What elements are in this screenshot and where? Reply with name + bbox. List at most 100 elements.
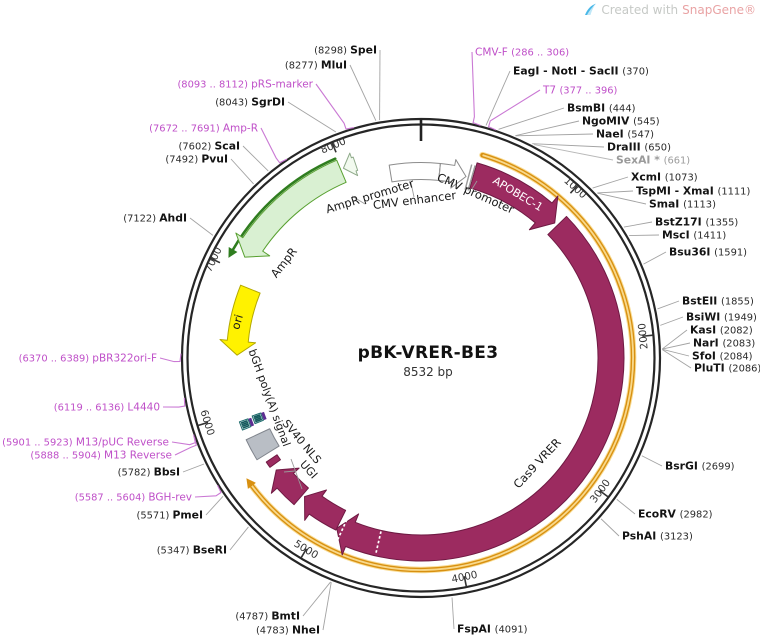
callout-line-tspmi-xmai <box>597 190 634 194</box>
feature-label-ori: ori <box>228 313 246 331</box>
feature-primer-bar-inner <box>261 411 267 421</box>
callout-line-bgh-rev <box>194 485 222 498</box>
tick-label: 4000 <box>450 569 478 586</box>
tick-mark <box>569 184 579 194</box>
site-label-kasi: KasI (2082) <box>690 324 753 337</box>
tick-mark <box>599 489 609 498</box>
feature-nls-box <box>265 454 281 468</box>
watermark-brand: SnapGene® <box>682 3 756 17</box>
promoter-end-slash <box>464 164 473 190</box>
tick-mark <box>642 334 653 338</box>
segment-separator <box>336 519 348 542</box>
callout-line-pshai <box>600 518 620 537</box>
site-label-bstz17i: BstZ17I (1355) <box>655 216 738 229</box>
site-label-spei: (8298) SpeI <box>314 44 377 57</box>
site-label-nari: NarI (2083) <box>693 337 755 350</box>
site-label-fspai: FspAI (4091) <box>457 623 528 636</box>
callout-line-pmei <box>205 495 224 516</box>
tick-label: 8000 <box>319 135 348 156</box>
snapgene-feather-icon <box>584 3 597 17</box>
feature-primer-site-outer-stripe <box>241 423 249 428</box>
feature-primer-site-outer-stripe <box>241 421 249 426</box>
feature-primer-site-outer-stripe <box>240 420 248 424</box>
feature-bgh-polya-signal <box>245 428 280 461</box>
feature-cas9-vrer <box>336 215 625 562</box>
feature-label-connector <box>410 182 415 198</box>
tick-label: 1000 <box>561 175 588 202</box>
tick-mark <box>300 548 308 559</box>
ampr-orf-arc-head <box>228 247 238 258</box>
site-label-draiii: DraIII (650) <box>607 141 671 154</box>
site-label-m13-reverse: (5888 .. 5904) M13 Reverse <box>30 450 172 462</box>
callout-line-t7 <box>487 89 541 131</box>
callout-line-pluti <box>662 349 692 369</box>
feature-apobec-1 <box>469 162 559 231</box>
site-label-eagi-noti-sacii: EagI - NotI - SacII (370) <box>513 65 649 78</box>
callout-line-prs-marker <box>315 83 354 130</box>
callout-line-sexai <box>533 144 614 161</box>
callout-line-fspai <box>451 597 455 630</box>
site-label-bsteii: BstEII (1855) <box>682 295 754 308</box>
site-label-smai: SmaI (1113) <box>649 198 716 211</box>
callout-line-smai <box>597 192 647 205</box>
site-label-bgh-rev: (5587 .. 5604) BGH-rev <box>75 492 192 504</box>
feature-label-ampr: AmpR <box>268 245 300 281</box>
callout-line-xcmi <box>592 176 629 189</box>
feature-cmv-enhancer <box>388 162 441 183</box>
feature-ori <box>219 284 261 356</box>
site-label-l4440: (6119 .. 6136) L4440 <box>54 402 160 414</box>
tick-mark <box>331 142 337 153</box>
callout-line-ahdi <box>189 217 214 236</box>
callout-line-l4440 <box>162 397 186 408</box>
callout-line-bbsi <box>182 463 205 473</box>
feature-ampr <box>235 159 347 258</box>
callout-line-pvui <box>230 158 254 185</box>
site-label-bsiwi: BsiWI (1949) <box>686 311 757 324</box>
site-label-sexai: SexAI * (661) <box>616 154 690 167</box>
site-label-bbsi: (5782) BbsI <box>118 466 180 479</box>
site-label-mlui: (8277) MluI <box>285 59 347 72</box>
feature-primer-site-outer-stripe <box>242 424 250 429</box>
callout-line-bseri <box>229 526 249 551</box>
callout-line-nari <box>662 342 691 350</box>
site-label-prs-marker: (8093 .. 8112) pRS-marker <box>177 79 313 91</box>
site-label-t7: T7 (377 .. 396) <box>542 85 617 97</box>
callout-line-scai <box>242 145 269 172</box>
callout-line-bsu36i <box>643 251 667 265</box>
site-label-sgrdi: (8043) SgrDI <box>215 96 285 109</box>
site-label-msci: MscI (1411) <box>662 229 726 242</box>
callout-line-bsiwi <box>660 316 684 326</box>
callout-line-bsteii <box>657 300 680 310</box>
tick-label: 7000 <box>203 245 225 274</box>
feature-ugi <box>270 467 309 506</box>
feature-cmv-promoter <box>438 159 467 189</box>
callout-line-kasi <box>662 329 688 350</box>
site-label-pmei: (5571) PmeI <box>137 509 204 522</box>
callout-line-bsrgi <box>641 455 663 467</box>
callout-line-eagi-noti-sacii <box>485 70 511 126</box>
feature-primer-site-inner-stripe <box>253 414 261 418</box>
callout-line-ecorv <box>616 498 636 515</box>
promoter-end-slash <box>467 165 476 191</box>
site-label-m13-puc-reverse: (5901 .. 5923) M13/pUC Reverse <box>2 437 169 449</box>
site-label-sfoi: SfoI (2084) <box>692 350 753 363</box>
watermark: Created with SnapGene® <box>584 3 756 17</box>
callout-line-mlui <box>349 64 377 121</box>
callout-line-sfoi <box>662 348 690 357</box>
feature-label-connector <box>283 470 296 473</box>
site-label-pluti: PluTI (2086) <box>694 362 760 375</box>
feature-sv40-nls <box>304 489 347 531</box>
site-label-nhei: (4783) NheI <box>256 624 320 636</box>
site-label-bsu36i: Bsu36I (1591) <box>669 246 747 259</box>
callout-line-pbr322ori-f <box>159 353 182 363</box>
feature-primer-site-inner-stripe <box>254 417 262 421</box>
feature-primer-bar-outer <box>248 417 255 427</box>
orf-arc-head <box>246 478 256 489</box>
feature-ampr-promoter <box>342 152 359 177</box>
feature-primer-site-inner-stripe <box>253 415 262 420</box>
plasmid-name: pBK-VRER-BE3 <box>357 343 499 363</box>
tick-mark <box>463 576 468 587</box>
feature-primer-site-inner-stripe <box>255 418 263 423</box>
plasmid-size: 8532 bp <box>403 365 453 379</box>
